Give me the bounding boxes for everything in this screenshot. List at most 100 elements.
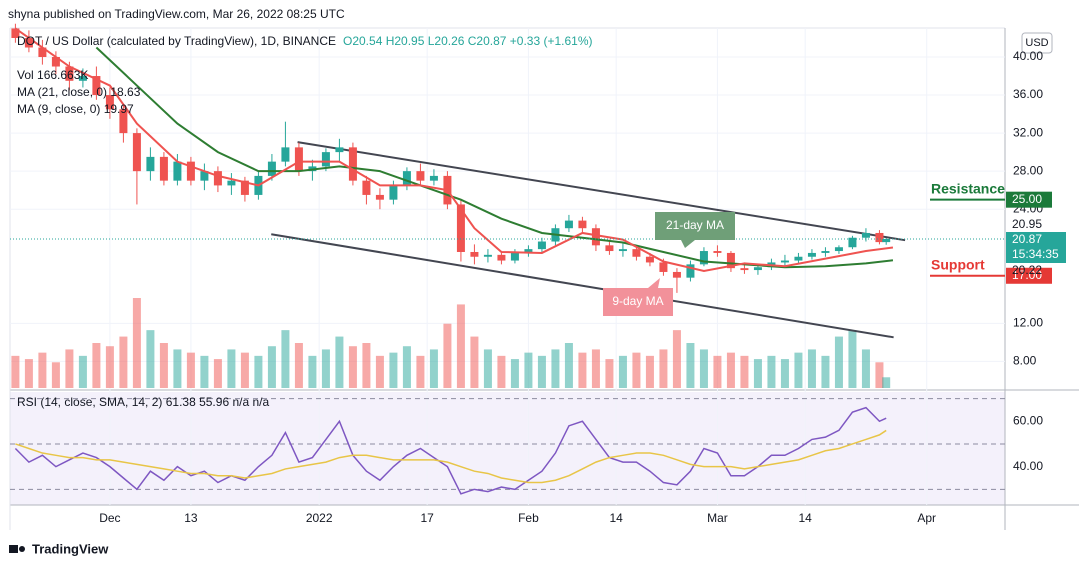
- y-tick-label: 40.00: [1013, 49, 1043, 63]
- resistance-value: 25.00: [1012, 192, 1042, 206]
- candle-body: [794, 256, 803, 261]
- candle-body: [821, 251, 830, 253]
- candle-body: [213, 171, 222, 186]
- candle-body: [159, 156, 168, 181]
- candle-body: [672, 271, 681, 278]
- volume-bar: [213, 359, 222, 388]
- volume-bar: [578, 352, 587, 388]
- price-badge-text: 20.95: [1012, 217, 1042, 231]
- callout: [655, 212, 735, 248]
- resistance-badge: [1006, 191, 1052, 208]
- volume-bar: [51, 362, 60, 388]
- volume-bar: [861, 349, 870, 388]
- channel-line: [271, 233, 894, 339]
- volume-bar: [470, 336, 479, 388]
- candle-body: [848, 237, 857, 248]
- publisher: shyna published on TradingView.com, Mar …: [8, 7, 345, 21]
- price-badge-text: 20.22: [1012, 263, 1042, 277]
- candle-body: [875, 232, 884, 243]
- volume-bar: [375, 355, 384, 388]
- x-tick-label: Mar: [707, 511, 728, 525]
- volume-bar: [497, 355, 506, 388]
- volume-bar: [443, 323, 452, 388]
- volume-bar: [848, 330, 857, 388]
- candle-body: [362, 180, 371, 195]
- volume-bar: [362, 343, 371, 388]
- volume-bar: [780, 359, 789, 388]
- volume-bar: [159, 343, 168, 388]
- volume-bar: [882, 377, 891, 388]
- volume-bar: [119, 336, 128, 388]
- volume-bar: [537, 355, 546, 388]
- candle-body: [686, 264, 695, 278]
- volume-bar: [335, 336, 344, 388]
- volume-bar: [510, 359, 519, 388]
- candle-body: [375, 194, 384, 200]
- x-tick-label: 2022: [306, 511, 333, 525]
- volume-bar: [672, 330, 681, 388]
- volume-bar: [483, 349, 492, 388]
- y-tick-label: 36.00: [1013, 87, 1043, 101]
- y-tick-label: 32.00: [1013, 125, 1043, 139]
- candle-body: [105, 95, 114, 110]
- legend-ohlc: O20.54 H20.95 L20.26 C20.87 +0.33 (+1.61…: [343, 34, 593, 48]
- rsi-legend: RSI (14, close, SMA, 14, 2) 61.38 55.96 …: [17, 395, 269, 409]
- volume-bar: [807, 349, 816, 388]
- callout: [603, 278, 673, 316]
- candle-body: [429, 175, 438, 181]
- volume-bar: [389, 352, 398, 388]
- volume-bar: [551, 349, 560, 388]
- x-tick-label: 13: [184, 511, 198, 525]
- volume-bar: [713, 355, 722, 388]
- volume-bar: [186, 352, 195, 388]
- rsi-line: [14, 406, 887, 495]
- volume-bar: [24, 359, 33, 388]
- volume-bar: [105, 346, 114, 388]
- price-badge-text: 20.87: [1012, 232, 1042, 246]
- callout-text: 9-day MA: [612, 294, 663, 308]
- volume-bar: [740, 355, 749, 388]
- candle-body: [882, 238, 891, 243]
- volume-bar: [132, 298, 141, 388]
- volume-bar: [78, 355, 87, 388]
- volume-bar: [645, 355, 654, 388]
- candle-body: [659, 262, 668, 272]
- candle-body: [510, 252, 519, 261]
- candle-body: [348, 147, 357, 181]
- candle-body: [227, 180, 236, 186]
- candle-body: [591, 228, 600, 246]
- candle-body: [713, 251, 722, 253]
- x-tick-label: 14: [799, 511, 813, 525]
- candle-body: [132, 133, 141, 172]
- candle-body: [780, 260, 789, 263]
- volume-bar: [321, 349, 330, 388]
- candle-body: [281, 147, 290, 162]
- last-badge: [1006, 232, 1066, 263]
- currency-box[interactable]: [1021, 32, 1053, 54]
- y-tick-label: 60.00: [1013, 413, 1043, 427]
- candle-body: [389, 185, 398, 200]
- candle-body: [470, 251, 479, 257]
- ma9-label: 9-day MA: [603, 278, 673, 316]
- y-tick-label: 8.00: [1013, 354, 1037, 368]
- candle-body: [65, 66, 74, 81]
- candle-body: [51, 57, 60, 67]
- volume-bar: [200, 355, 209, 388]
- candle-body: [834, 247, 843, 252]
- support-value: 17.00: [1012, 268, 1042, 282]
- currency[interactable]: USD: [1025, 37, 1048, 49]
- volume-bar: [821, 355, 830, 388]
- rsi-line: [15, 429, 887, 484]
- volume-bar: [402, 346, 411, 388]
- candle-body: [578, 220, 587, 229]
- candle-body: [38, 47, 47, 58]
- candle-body: [294, 147, 303, 172]
- x-tick-label: Feb: [518, 511, 539, 525]
- volume-bar: [146, 330, 155, 388]
- legend-symbol: DOT / US Dollar (calculated by TradingVi…: [17, 34, 336, 48]
- volume-bar: [267, 346, 276, 388]
- x-tick-label: 14: [610, 511, 624, 525]
- ma21-label: 21-day MA: [655, 212, 735, 248]
- volume-bar: [429, 349, 438, 388]
